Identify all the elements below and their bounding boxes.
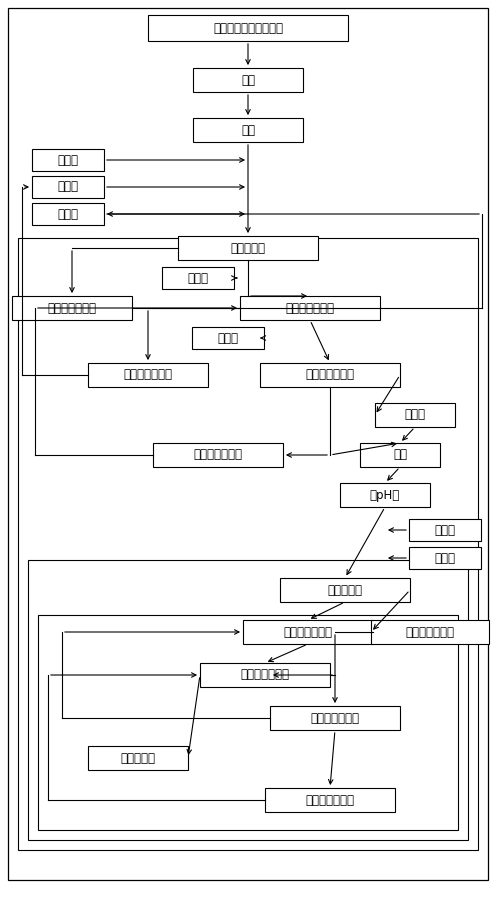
Text: 捕收剂: 捕收剂	[187, 271, 208, 285]
Text: 二次反浮选尾矿: 二次反浮选尾矿	[193, 448, 243, 462]
Text: 反浮选粗选尾矿: 反浮选粗选尾矿	[48, 301, 97, 315]
Text: 一次反浮选尾矿: 一次反浮选尾矿	[124, 368, 173, 382]
Bar	[409, 519, 481, 541]
Bar	[162, 267, 234, 289]
Bar	[88, 363, 208, 387]
Bar	[32, 149, 104, 171]
Bar	[371, 620, 489, 644]
Text: 一次正浮选尾矿: 一次正浮选尾矿	[306, 794, 355, 806]
Text: 一次反浮选精选: 一次反浮选精选	[286, 301, 334, 315]
Bar	[32, 203, 104, 225]
Text: 一次正浮选精矿: 一次正浮选精矿	[284, 626, 332, 639]
Bar	[32, 176, 104, 198]
Bar	[240, 296, 380, 320]
Bar	[360, 443, 440, 467]
Text: 起泡剂: 起泡剂	[58, 208, 78, 220]
Text: 捕收剂: 捕收剂	[218, 331, 239, 345]
Text: 正浮选粗选尾矿: 正浮选粗选尾矿	[406, 626, 454, 639]
Text: 二次正浮选尾矿: 二次正浮选尾矿	[310, 711, 360, 725]
Bar	[38, 615, 458, 830]
Text: 高硅高钙低品级水镁石: 高硅高钙低品级水镁石	[213, 22, 283, 34]
Text: 调浆: 调浆	[393, 448, 407, 462]
Text: 调浆: 调浆	[241, 123, 255, 136]
Bar	[178, 236, 318, 260]
Text: 二次正浮选精矿: 二次正浮选精矿	[241, 668, 290, 681]
Text: 水镁石精矿: 水镁石精矿	[121, 752, 156, 765]
Text: 抑制剂: 抑制剂	[434, 523, 455, 537]
Bar	[193, 68, 303, 92]
Bar	[375, 403, 455, 427]
Text: 二次反浮选精选: 二次反浮选精选	[306, 368, 355, 382]
Bar	[18, 238, 478, 850]
Bar	[260, 363, 400, 387]
Bar	[28, 560, 468, 840]
Text: 捕收剂: 捕收剂	[434, 551, 455, 564]
Bar	[153, 443, 283, 467]
Bar	[12, 296, 132, 320]
Bar	[243, 620, 373, 644]
Bar	[88, 746, 188, 770]
Text: 脱钙矿: 脱钙矿	[405, 408, 426, 422]
Text: 抑制剂: 抑制剂	[58, 153, 78, 167]
Text: 正浮选粗选: 正浮选粗选	[327, 583, 363, 597]
Text: 反浮选粗选: 反浮选粗选	[231, 241, 265, 255]
Bar	[280, 578, 410, 602]
Bar	[340, 483, 430, 507]
Bar	[148, 15, 348, 41]
Text: 调pH值: 调pH值	[370, 489, 400, 502]
Text: 捕收剂: 捕收剂	[58, 180, 78, 193]
Bar	[270, 706, 400, 730]
Bar	[200, 663, 330, 687]
Bar	[409, 547, 481, 569]
Bar	[192, 327, 264, 349]
Bar	[193, 118, 303, 142]
Text: 球磨: 球磨	[241, 73, 255, 86]
Bar	[265, 788, 395, 812]
